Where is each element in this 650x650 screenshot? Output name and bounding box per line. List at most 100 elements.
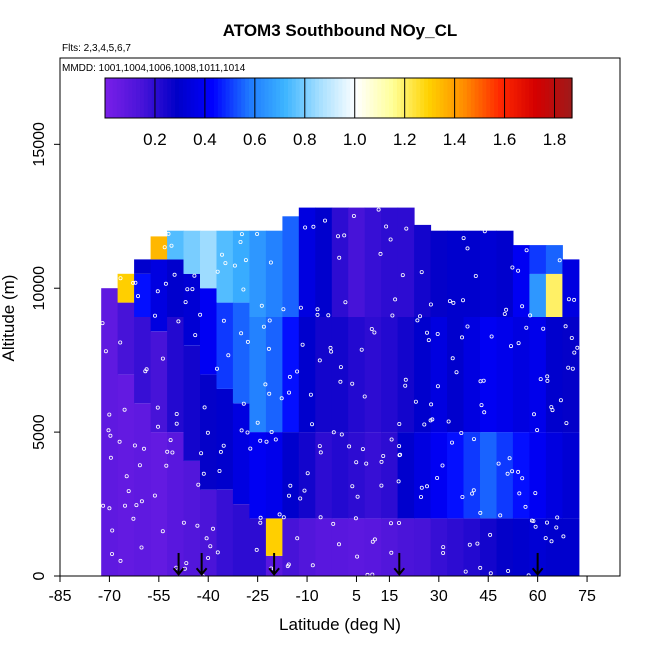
sample-point	[169, 243, 174, 248]
sample-point	[545, 520, 550, 525]
heatmap-cell	[512, 245, 530, 317]
colorbar-segment	[326, 78, 332, 118]
sample-point	[459, 430, 464, 435]
sample-point	[502, 311, 507, 316]
colorbar-segment	[412, 78, 417, 118]
colorbar-segment	[155, 78, 161, 118]
heatmap-cell	[232, 302, 250, 404]
heatmap-cells	[101, 207, 580, 576]
heatmap-cell	[331, 207, 349, 317]
colorbar-segment	[404, 78, 410, 118]
colorbar-segment	[213, 78, 219, 118]
heatmap-cell	[463, 432, 481, 519]
sample-point	[221, 318, 226, 323]
sample-point	[428, 418, 433, 423]
colorbar-tick-label: 0.8	[293, 130, 317, 149]
marker-arrow-head	[268, 567, 280, 576]
heatmap-cell	[265, 230, 283, 317]
sample-point	[328, 345, 333, 350]
sample-point	[496, 461, 501, 466]
sample-point	[196, 482, 201, 487]
heatmap-cell	[282, 518, 300, 576]
colorbar-segment	[120, 78, 126, 118]
sample-point	[384, 224, 389, 229]
colorbar-segment	[470, 78, 476, 118]
sample-point	[241, 401, 246, 406]
sample-point	[176, 319, 181, 324]
heatmap-cell	[463, 317, 481, 433]
heatmap-cell	[512, 518, 530, 576]
colorbar-segment	[136, 78, 141, 118]
sample-point	[473, 273, 478, 278]
sample-point	[482, 410, 487, 415]
sample-point	[449, 440, 454, 445]
heatmap-cell	[512, 317, 530, 433]
sample-point	[162, 245, 167, 250]
heatmap-cell	[150, 236, 168, 260]
sample-point	[219, 252, 224, 257]
colorbar-segment	[276, 78, 281, 118]
sample-point	[248, 446, 253, 451]
sample-point	[419, 270, 424, 275]
heatmap-cell	[562, 259, 580, 317]
sample-point	[354, 460, 359, 465]
colorbar-segment	[482, 78, 487, 118]
flights-note: Flts: 2,3,4,5,6,7	[62, 43, 131, 54]
heatmap-cell	[150, 432, 168, 576]
sample-point	[460, 494, 465, 499]
sample-point	[353, 516, 358, 521]
heatmap-cell	[265, 518, 283, 556]
sample-point	[317, 444, 322, 449]
heatmap-cell	[183, 460, 201, 576]
colorbar-segment	[112, 78, 118, 118]
heatmap-cell	[232, 230, 250, 303]
sample-point	[419, 485, 424, 490]
sample-point	[355, 554, 360, 559]
sample-point	[426, 338, 431, 343]
x-tick-label: -10	[295, 588, 318, 605]
sample-point	[343, 300, 348, 305]
colorbar-segment	[338, 78, 343, 118]
colorbar-segment	[299, 78, 305, 118]
heatmap-cell	[529, 245, 547, 274]
colorbar-segment	[443, 78, 449, 118]
colorbar-segment	[365, 78, 371, 118]
colorbar-segment	[342, 78, 347, 118]
colorbar-segment	[295, 78, 301, 118]
colorbar-segment	[284, 78, 289, 118]
sample-point	[524, 248, 529, 253]
colorbar-segment	[431, 78, 437, 118]
sample-point	[298, 496, 303, 501]
colorbar-segment	[311, 78, 316, 118]
sample-point	[454, 370, 459, 375]
heatmap-cell	[167, 259, 185, 317]
sample-point	[172, 272, 177, 277]
heatmap-cell	[117, 374, 135, 576]
sample-point	[440, 463, 445, 468]
sample-point	[516, 341, 521, 346]
colorbar-segment	[408, 78, 414, 118]
sample-point	[118, 340, 123, 345]
colorbar-segment	[128, 78, 133, 118]
colorbar-segment	[280, 78, 285, 118]
sample-point	[508, 344, 513, 349]
sample-point	[210, 526, 215, 531]
colorbar-segment	[455, 78, 460, 118]
sample-point	[267, 391, 272, 396]
sample-point	[422, 422, 427, 427]
sample-point	[507, 456, 512, 461]
sample-point	[331, 430, 336, 435]
heatmap-cell	[529, 273, 547, 317]
heatmap-cell	[545, 273, 563, 317]
heatmap-cell	[282, 432, 300, 519]
colorbar-segment	[466, 78, 472, 118]
sample-point	[215, 550, 220, 555]
heatmap-cell	[167, 432, 185, 576]
sample-point	[528, 313, 533, 318]
marker-arrow-head	[531, 567, 544, 576]
heatmap-cell	[496, 317, 514, 433]
heatmap-cell	[134, 259, 152, 274]
heatmap-cell	[496, 432, 514, 519]
heatmap-cell	[364, 432, 382, 519]
